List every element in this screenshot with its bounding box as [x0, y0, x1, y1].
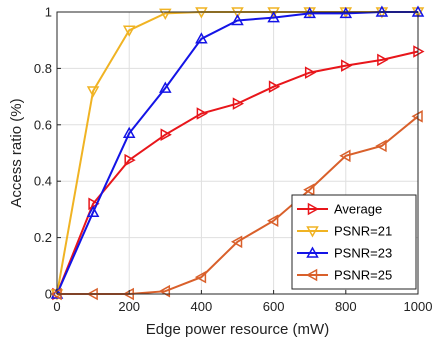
legend-label: PSNR=23: [334, 246, 392, 261]
data-point: [303, 6, 316, 19]
data-point: [304, 66, 317, 79]
y-axis-label: Access ratio (%): [8, 98, 25, 207]
data-point: [86, 205, 100, 217]
data-point: [339, 149, 351, 163]
plot-frame: [56, 11, 419, 295]
series-line: [56, 11, 418, 295]
x-axis-label: Edge power resource (mW): [146, 321, 329, 338]
x-tick-label: 800: [335, 299, 357, 314]
data-point: [341, 59, 353, 72]
data-point: [375, 139, 387, 153]
data-point: [88, 197, 100, 211]
series-line: [56, 50, 419, 295]
data-point: [194, 270, 207, 284]
data-point: [124, 153, 136, 167]
data-point: [159, 8, 172, 20]
data-point: [196, 107, 208, 120]
x-tick-label: 200: [118, 299, 140, 314]
y-tick-label: 1: [45, 5, 52, 20]
legend-label: Average: [334, 202, 382, 217]
data-point: [230, 235, 243, 249]
legend-item: PSNR=21: [297, 224, 392, 239]
legend-item: Average: [297, 202, 382, 217]
data-point: [267, 11, 280, 23]
data-point: [231, 13, 244, 26]
legend-marker: [305, 268, 318, 282]
x-tick-label: 600: [263, 299, 285, 314]
legend-item: PSNR=25: [297, 268, 392, 283]
grid: [56, 11, 419, 295]
legend-label: PSNR=21: [334, 224, 392, 239]
legend-box: [291, 194, 417, 290]
legend-marker: [306, 226, 319, 238]
y-tick-label: 0.4: [34, 174, 52, 189]
data-point: [303, 183, 315, 196]
data-point: [122, 126, 136, 139]
data-point: [86, 86, 100, 98]
y-tick-label: 0.8: [34, 61, 52, 76]
y-tick-label: 0: [45, 287, 52, 302]
y-tick-label: 0.2: [34, 230, 52, 245]
legend-marker: [306, 246, 319, 258]
data-point: [122, 25, 136, 37]
data-point: [160, 128, 172, 141]
x-tick-label: 400: [191, 299, 213, 314]
data-point: [267, 214, 279, 227]
legend: Average PSNR=21 PSNR=23 PSNR=25: [291, 194, 417, 290]
data-point: [195, 32, 208, 44]
legend-label: PSNR=25: [334, 268, 392, 283]
legend-item: PSNR=23: [297, 246, 392, 261]
data-point: [232, 97, 245, 110]
data-point: [268, 80, 281, 93]
axis-ticks: 0 200 400 600 800 1000 0 0.2 0.4 0.6 0.8 1: [34, 5, 433, 315]
x-tick-label: 0: [53, 299, 60, 314]
data-point: [377, 53, 389, 67]
y-tick-label: 0.6: [34, 117, 52, 132]
data-point: [159, 81, 172, 93]
x-tick-label: 1000: [404, 299, 433, 314]
data-point: [339, 6, 353, 19]
legend-marker: [307, 202, 320, 216]
